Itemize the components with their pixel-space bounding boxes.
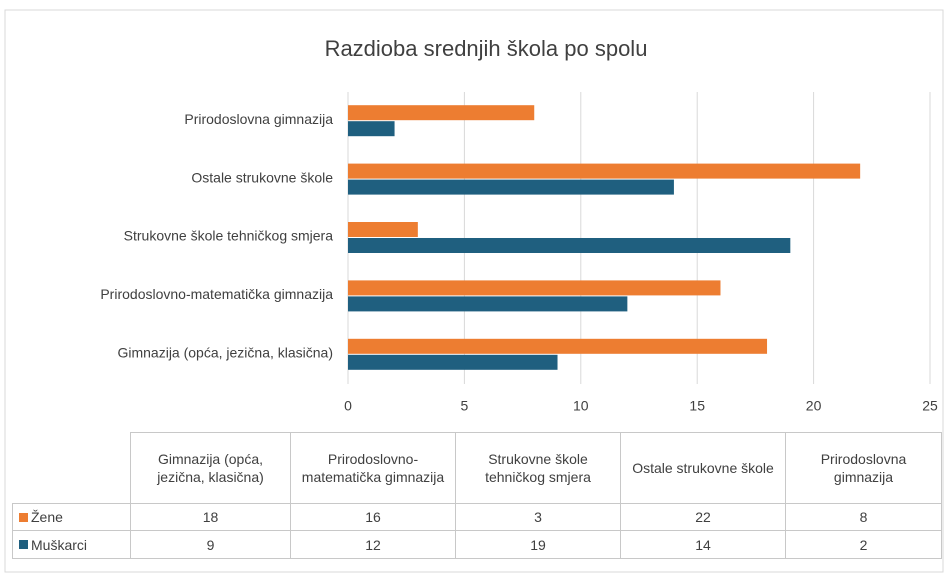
cell-text: 3 bbox=[534, 509, 542, 525]
table-header: Gimnazija (opća, jezična, klasična) bbox=[130, 432, 291, 504]
table-value: 3 bbox=[455, 503, 621, 531]
chart-title: Razdioba srednjih škola po spolu bbox=[325, 36, 648, 61]
x-tick-label: 25 bbox=[922, 398, 938, 414]
cell-text: Strukovne škole tehničkog smjera bbox=[485, 451, 591, 485]
y-tick-label: Gimnazija (opća, jezična, klasična) bbox=[117, 345, 333, 361]
cell-text: 2 bbox=[859, 536, 868, 553]
cell-text: 9 bbox=[206, 536, 215, 553]
x-tick-label: 0 bbox=[344, 398, 352, 414]
table-header: Prirodoslovna gimnazija bbox=[785, 432, 942, 504]
table-legend: Žene bbox=[12, 503, 131, 531]
cell-text: 16 bbox=[365, 509, 381, 525]
y-tick-label: Prirodoslovna gimnazija bbox=[184, 111, 333, 127]
table-value: 19 bbox=[455, 530, 621, 559]
table-value: 18 bbox=[130, 503, 291, 531]
y-tick-label: Prirodoslovno-matematička gimnazija bbox=[100, 286, 333, 302]
table-value: 16 bbox=[290, 503, 456, 531]
cell-text: 8 bbox=[859, 509, 868, 525]
table-header: Prirodoslovno-matematička gimnazija bbox=[290, 432, 456, 504]
bar bbox=[348, 121, 395, 137]
table-value: 22 bbox=[620, 503, 786, 531]
cell-text: Gimnazija (opća, jezična, klasična) bbox=[157, 451, 264, 485]
y-tick-label: Ostale strukovne škole bbox=[191, 169, 333, 185]
table-value: 8 bbox=[785, 503, 942, 531]
bar bbox=[348, 280, 721, 296]
table-header: Strukovne škole tehničkog smjera bbox=[455, 432, 621, 504]
bar bbox=[348, 163, 861, 179]
cell-text: Ostale strukovne škole bbox=[632, 460, 774, 476]
cell-text: Prirodoslovna gimnazija bbox=[820, 451, 907, 485]
x-tick-label: 5 bbox=[461, 398, 469, 414]
bar bbox=[348, 222, 418, 237]
table-value: 9 bbox=[130, 530, 291, 559]
y-tick-label: Strukovne škole tehničkog smjera bbox=[124, 228, 334, 244]
bar bbox=[348, 238, 791, 253]
cell-text: 14 bbox=[695, 536, 711, 553]
legend-swatch bbox=[19, 540, 28, 549]
legend-label: Žene bbox=[31, 509, 63, 525]
table-legend: Muškarci bbox=[12, 530, 131, 559]
cell-text: 22 bbox=[695, 509, 711, 525]
cell-text: 19 bbox=[530, 536, 546, 553]
cell-text: 12 bbox=[365, 536, 381, 553]
bar bbox=[348, 338, 768, 354]
table-value: 2 bbox=[785, 530, 942, 559]
table-value: 12 bbox=[290, 530, 456, 559]
table-value: 14 bbox=[620, 530, 786, 559]
bar bbox=[348, 354, 558, 370]
bar bbox=[348, 179, 674, 195]
cell-text: Prirodoslovno-matematička gimnazija bbox=[301, 451, 445, 485]
cell-text: 18 bbox=[202, 509, 219, 525]
bar bbox=[348, 105, 535, 121]
bar bbox=[348, 296, 628, 312]
x-tick-label: 10 bbox=[573, 398, 589, 414]
legend-label: Muškarci bbox=[31, 536, 88, 553]
legend-swatch bbox=[19, 512, 28, 522]
x-tick-label: 20 bbox=[806, 398, 822, 414]
x-tick-label: 15 bbox=[689, 398, 705, 414]
table-header: Ostale strukovne škole bbox=[620, 432, 786, 504]
